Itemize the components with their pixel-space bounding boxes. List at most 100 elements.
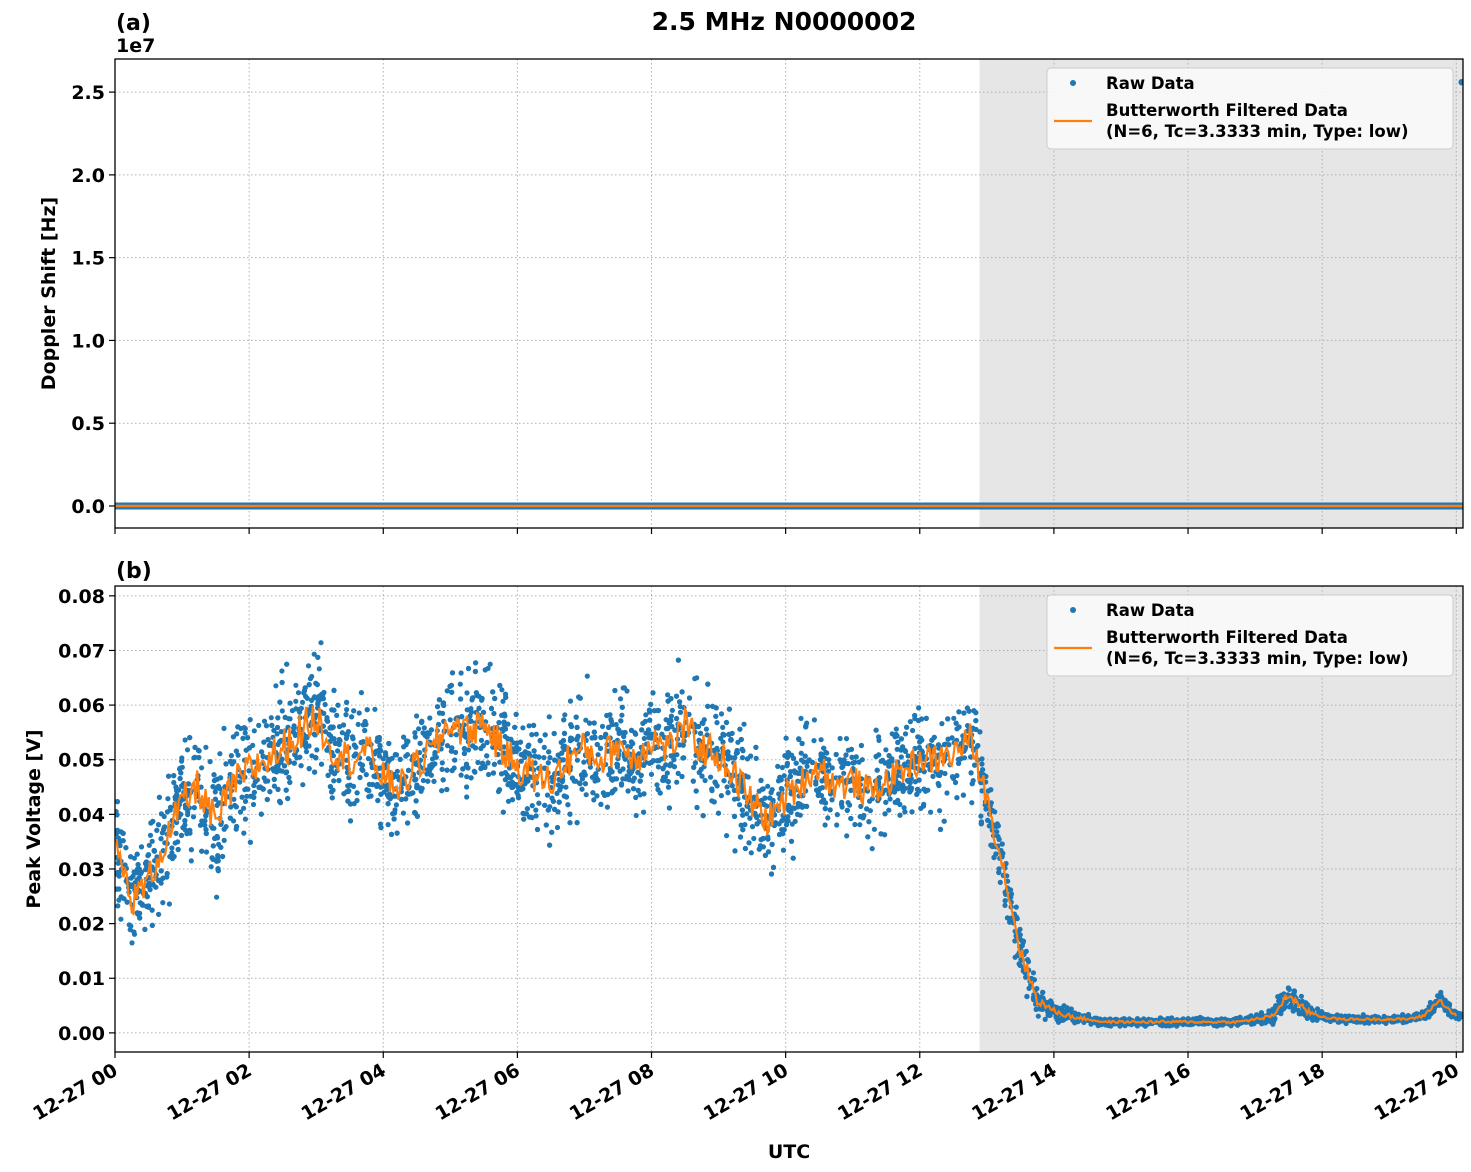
raw-data-point: [1054, 1013, 1060, 1020]
raw-data-point: [329, 795, 335, 801]
raw-data-point: [700, 813, 706, 819]
legend-filtered-params: (N=6, Tc=3.3333 min, Type: low): [1106, 122, 1409, 141]
raw-data-point: [979, 761, 985, 767]
raw-data-point: [158, 877, 164, 883]
raw-data-point: [151, 847, 157, 854]
raw-data-point: [781, 773, 787, 779]
raw-data-point: [160, 900, 166, 906]
raw-data-point: [532, 753, 538, 759]
raw-data-point: [901, 761, 908, 767]
raw-data-point: [277, 768, 283, 774]
raw-data-point: [843, 736, 850, 742]
raw-data-point: [313, 680, 319, 686]
raw-data-point: [480, 709, 487, 716]
raw-data-point: [230, 734, 236, 740]
raw-data-point: [449, 767, 455, 774]
raw-data-point: [218, 844, 224, 850]
raw-data-point: [220, 853, 226, 860]
axes-frame: [114, 58, 1464, 529]
raw-data-point: [531, 722, 537, 729]
raw-data-point: [791, 805, 798, 811]
raw-data-point: [315, 654, 321, 660]
raw-data-point: [417, 740, 423, 746]
raw-data-point: [394, 830, 400, 836]
raw-data-point: [529, 732, 535, 738]
raw-data-point: [131, 869, 137, 875]
raw-data-point: [1438, 989, 1444, 995]
raw-data-point: [318, 761, 325, 767]
raw-data-point: [1270, 1006, 1276, 1013]
raw-data-point: [1013, 904, 1019, 910]
raw-data-point: [430, 763, 436, 769]
raw-data-point: [931, 734, 937, 740]
raw-data-point: [358, 690, 364, 696]
raw-data-point: [778, 777, 784, 783]
raw-data-point: [893, 731, 899, 738]
raw-data-point: [768, 789, 774, 796]
raw-data-point: [279, 679, 285, 686]
raw-data-point: [557, 787, 563, 793]
raw-data-point: [192, 744, 198, 751]
raw-data-point: [621, 685, 627, 691]
raw-data-point: [574, 820, 580, 826]
raw-data-point: [591, 729, 597, 735]
raw-data-point: [1088, 1021, 1094, 1027]
raw-data-point: [1042, 1016, 1048, 1023]
raw-data-point: [609, 769, 615, 775]
raw-data-point: [909, 809, 915, 815]
raw-data-point: [1169, 1015, 1175, 1021]
raw-data-point: [952, 779, 959, 786]
raw-data-point: [190, 814, 197, 820]
raw-data-point: [386, 740, 392, 747]
raw-data-point: [594, 793, 600, 799]
raw-data-point: [996, 866, 1002, 872]
raw-data-point: [390, 811, 396, 817]
raw-data-point: [221, 725, 227, 732]
legend-box: [1046, 67, 1454, 150]
raw-data-point: [533, 807, 539, 813]
raw-data-point: [536, 800, 542, 806]
raw-data-point: [956, 724, 962, 730]
raw-data-point: [123, 845, 129, 851]
raw-data-point: [573, 778, 579, 784]
raw-data-point: [1002, 902, 1008, 909]
raw-data-point: [359, 766, 365, 772]
raw-data-point: [552, 757, 558, 763]
raw-data-point: [674, 715, 680, 722]
raw-data-point: [1035, 1013, 1041, 1019]
raw-data-point: [464, 784, 470, 790]
raw-data-point: [212, 835, 218, 842]
raw-data-point: [115, 886, 120, 892]
raw-data-point: [245, 735, 251, 741]
raw-data-point: [180, 796, 186, 802]
raw-data-point: [792, 818, 798, 825]
y-offset-label: 1e7: [116, 35, 155, 57]
raw-data-point: [331, 687, 337, 694]
raw-data-point: [464, 707, 470, 713]
raw-data-point: [677, 699, 683, 705]
raw-data-point: [550, 798, 557, 804]
raw-data-point: [425, 767, 431, 773]
raw-data-point: [343, 712, 349, 718]
raw-data-point: [209, 825, 216, 831]
raw-data-point: [639, 727, 645, 733]
raw-data-point: [241, 830, 247, 836]
raw-data-point: [614, 762, 621, 768]
raw-data-point: [527, 814, 533, 820]
raw-data-point: [1026, 985, 1032, 991]
raw-data-point: [741, 721, 747, 727]
raw-data-point: [421, 725, 427, 731]
y-tick-label: 2.5: [71, 82, 105, 104]
raw-data-point: [641, 735, 647, 742]
raw-data-point: [414, 813, 420, 819]
raw-data-point: [725, 790, 731, 796]
raw-data-point: [444, 767, 450, 773]
raw-data-point: [468, 709, 474, 715]
raw-data-point: [769, 841, 775, 848]
raw-data-point: [175, 846, 181, 853]
raw-data-point: [883, 787, 889, 793]
raw-data-point: [604, 804, 611, 810]
raw-data-point: [293, 682, 299, 688]
raw-data-point: [263, 778, 269, 784]
y-tick-label: 1.0: [71, 330, 105, 352]
